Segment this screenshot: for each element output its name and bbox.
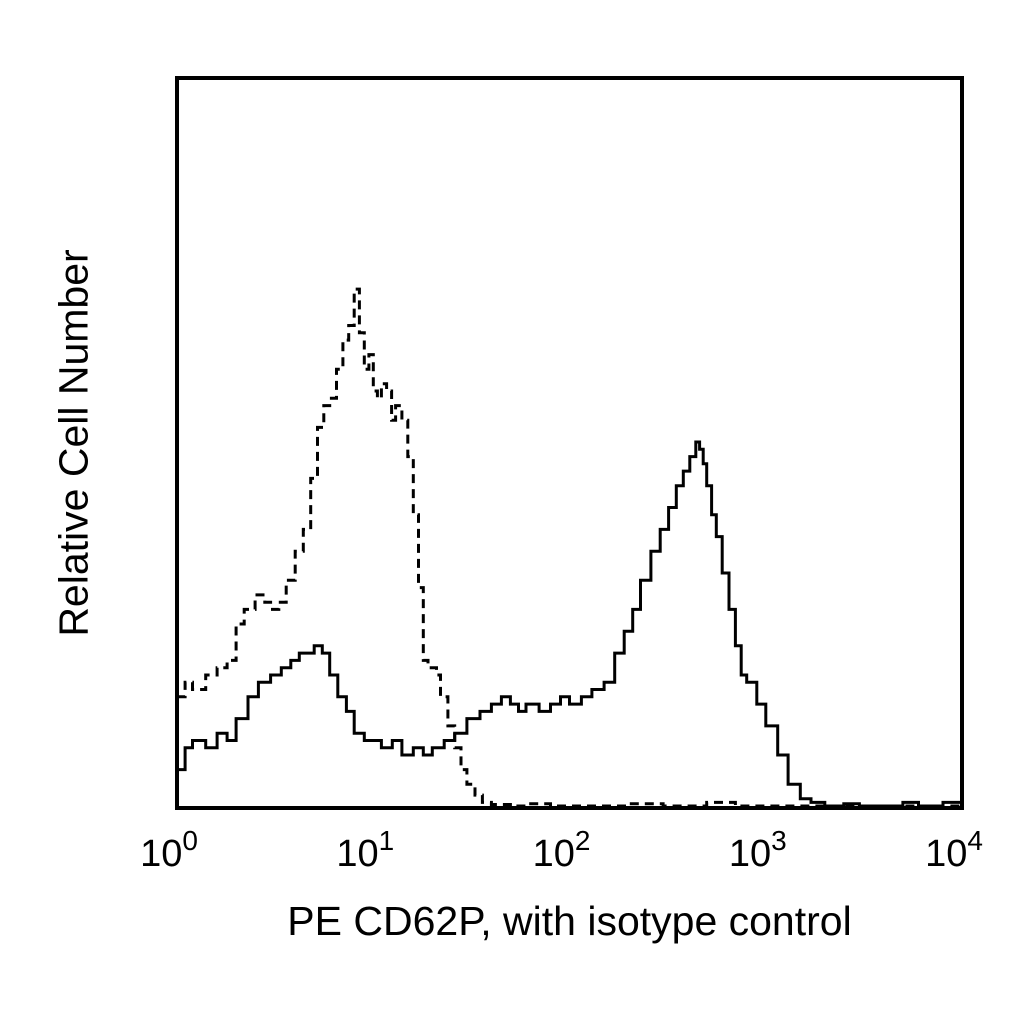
series-layer bbox=[177, 287, 964, 808]
y-axis-label: Relative Cell Number bbox=[50, 249, 97, 637]
x-tick-exponent: 3 bbox=[771, 825, 787, 856]
x-tick-label: 103 bbox=[729, 825, 787, 875]
x-tick-base: 10 bbox=[533, 833, 575, 875]
x-tick-base: 10 bbox=[729, 833, 771, 875]
x-tick-exponent: 4 bbox=[967, 825, 983, 856]
x-tick-base: 10 bbox=[140, 833, 182, 875]
x-tick-label: 101 bbox=[336, 825, 394, 875]
pe-cd62p-histogram bbox=[177, 440, 964, 808]
x-tick-label: 102 bbox=[533, 825, 591, 875]
x-tick-label: 104 bbox=[925, 825, 983, 875]
x-tick-exponent: 2 bbox=[575, 825, 591, 856]
isotype-control-histogram bbox=[177, 287, 962, 808]
x-axis-label: PE CD62P, with isotype control bbox=[287, 898, 852, 944]
x-tick-exponent: 0 bbox=[182, 825, 198, 856]
x-tick-base: 10 bbox=[336, 833, 378, 875]
plot-frame bbox=[175, 76, 964, 810]
x-tick-base: 10 bbox=[925, 833, 967, 875]
x-tick-exponent: 1 bbox=[379, 825, 395, 856]
x-tick-labels: 100 101 102 103 104 bbox=[140, 825, 983, 875]
x-tick-label: 100 bbox=[140, 825, 198, 875]
